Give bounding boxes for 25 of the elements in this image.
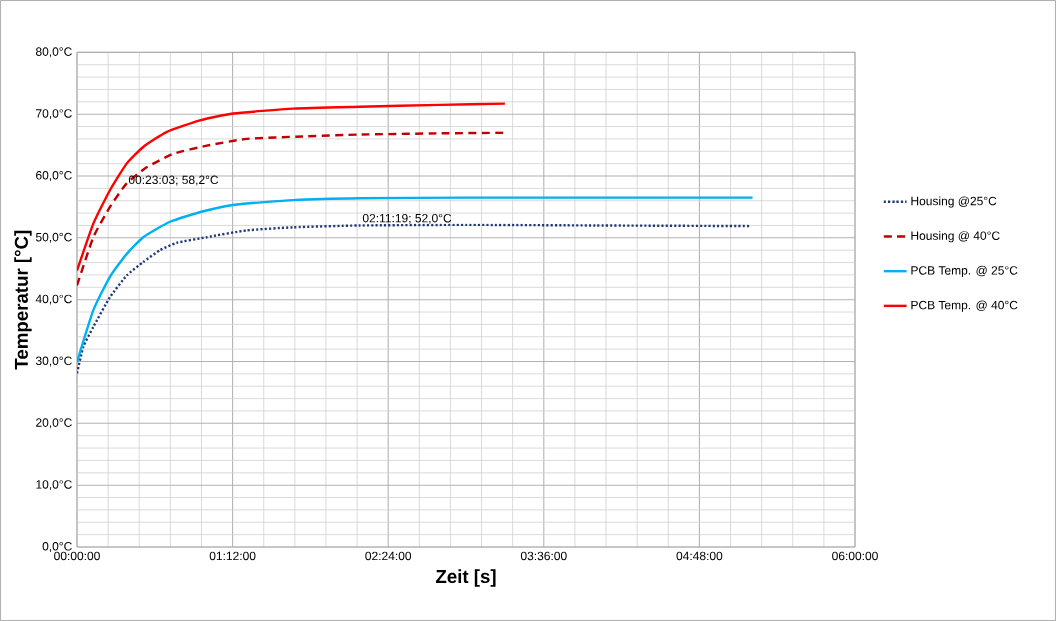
y-tick-label: 50,0°C <box>35 232 72 243</box>
y-tick-label: 60,0°C <box>36 171 72 181</box>
y-tick-label: 70,0°C <box>36 109 72 120</box>
line-series <box>77 196 754 364</box>
annotation: 00:23:03; 58,2°C <box>128 175 219 186</box>
legend-label: Housing @ 40°C <box>911 231 1000 243</box>
x-tick-label: 00:00:00 <box>54 551 100 561</box>
annotation: 02:11:19; 52,0°C <box>362 213 452 224</box>
legend-label: PCB Temp. @ 40°C <box>911 300 1018 312</box>
y-tick-label: 80,0°C <box>35 47 72 58</box>
line-series <box>77 102 507 272</box>
y-tick-label: 10,0°C <box>36 480 72 491</box>
x-tick-label: 02:24:00 <box>365 551 412 561</box>
x-tick-label: 03:36:00 <box>520 551 567 561</box>
x-axis-title: Zeit [s] <box>435 569 496 587</box>
x-tick-label: 01:12:00 <box>209 551 256 561</box>
legend-label: PCB Temp. @ 25°C <box>911 265 1018 278</box>
y-tick-label: 20,0°C <box>36 418 72 429</box>
y-tick-label: 40,0°C <box>35 294 72 305</box>
x-tick-label: 04:48:00 <box>676 551 723 561</box>
y-tick-label: 30,0°C <box>35 356 72 367</box>
y-tick-label: 0,0°C <box>42 542 72 552</box>
legend-label: Housing @25°C <box>911 196 997 208</box>
y-axis-title: Temperatur [°C] <box>14 230 32 370</box>
x-tick-label: 06:00:00 <box>832 551 878 561</box>
